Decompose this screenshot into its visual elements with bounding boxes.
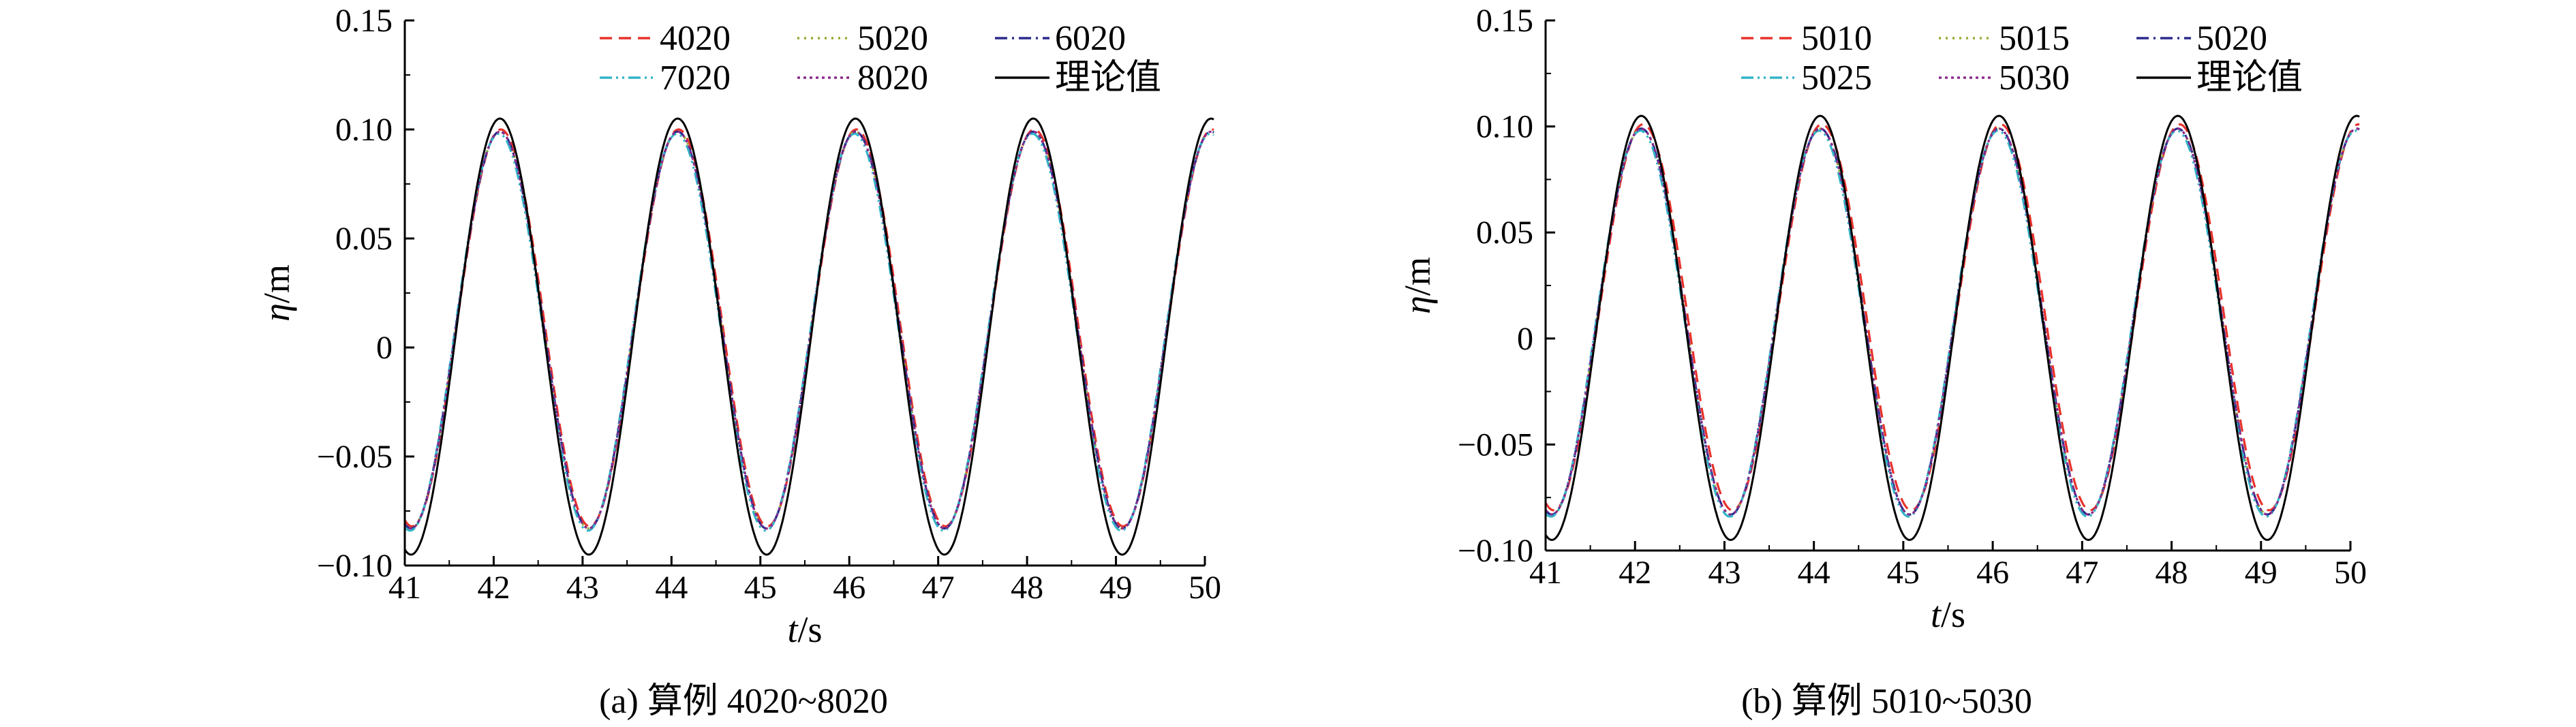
legend-label: 7020 (660, 59, 731, 97)
y-tick-label: 0 (1517, 321, 1533, 357)
x-tick-label: 48 (1011, 570, 1043, 606)
y-tick-label: −0.05 (317, 439, 393, 475)
x-tick-label: 49 (2245, 555, 2278, 591)
x-axis-label-var: t (787, 609, 799, 650)
legend-label: 4020 (660, 19, 731, 58)
x-tick-label: 43 (1708, 555, 1741, 591)
x-axis-label-unit: /s (1941, 594, 1965, 635)
legend-label: 8020 (857, 59, 928, 97)
y-tick-label: 0 (376, 330, 393, 366)
series-line-理论值 (1546, 114, 2360, 541)
x-tick-label: 46 (1976, 555, 2009, 591)
x-tick-label: 42 (1619, 555, 1651, 591)
panel-a: 41 42 43 44 45 46 47 48 49 50 −0.10 −0.05 0 0.05 0.10 0… (256, 3, 1221, 721)
x-tick-label: 48 (2156, 555, 2188, 591)
legend-label: 6020 (1055, 19, 1126, 58)
series-line-7020 (405, 132, 1214, 532)
y-tick-label: 0.10 (335, 112, 393, 148)
y-tick-label: −0.10 (1458, 533, 1533, 569)
x-axis-label: t/s (787, 609, 822, 650)
y-tick-label: 0.15 (1476, 3, 1533, 39)
legend-label: 5020 (857, 19, 928, 58)
y-axis-label: η/m (1397, 257, 1438, 314)
legend-label: 5030 (1999, 59, 2070, 97)
y-tick-label: 0.05 (1476, 215, 1533, 251)
y-axis-label-var: η (1397, 296, 1438, 314)
x-tick-label: 44 (1798, 555, 1830, 591)
y-axis-label-var: η (256, 303, 297, 322)
x-tick-label: 45 (744, 570, 777, 606)
series-line-理论值 (405, 117, 1214, 556)
x-tick-label: 41 (388, 570, 421, 606)
y-tick-label: 0.05 (335, 221, 393, 257)
y-axis-label: η/m (256, 264, 297, 322)
legend-label: 5020 (2196, 19, 2267, 58)
panel-caption: (b) 算例 5010~5030 (1741, 682, 2032, 721)
legend-label: 理论值 (1055, 59, 1161, 97)
x-tick-label: 47 (2066, 555, 2098, 591)
legend-label: 理论值 (2196, 59, 2303, 97)
legend-label: 5015 (1999, 19, 2070, 58)
y-tick-label: 0.15 (335, 3, 393, 39)
series-line-5010 (1546, 123, 2360, 512)
legend-label: 5025 (1801, 59, 1872, 97)
series-line-6020 (405, 130, 1214, 530)
x-tick-label: 50 (2334, 555, 2367, 591)
y-tick-label: −0.10 (317, 548, 393, 584)
x-tick-label: 49 (1100, 570, 1133, 606)
x-tick-label: 43 (566, 570, 599, 606)
x-tick-label: 46 (833, 570, 865, 606)
y-tick-label: 0.10 (1476, 109, 1533, 145)
x-axis-label-unit: /s (797, 609, 822, 650)
x-axis-label-var: t (1931, 594, 1942, 635)
y-axis-label-unit: /m (256, 264, 297, 303)
panel-b: 41 42 43 44 45 46 47 48 49 50 −0.10 −0.05 0 0.05 0.10 0… (1397, 3, 2367, 721)
series-line-4020 (405, 128, 1214, 528)
panel-caption: (a) 算例 4020~8020 (599, 682, 888, 721)
legend-label: 5010 (1801, 19, 1872, 58)
x-tick-label: 44 (655, 570, 688, 606)
series-line-8020 (405, 130, 1214, 530)
x-tick-label: 41 (1529, 555, 1562, 591)
series-line-5020 (405, 130, 1214, 530)
x-tick-label: 47 (922, 570, 955, 606)
x-axis-label: t/s (1931, 594, 1965, 635)
y-axis-label-unit: /m (1397, 257, 1438, 296)
x-tick-label: 50 (1189, 570, 1221, 606)
x-tick-label: 45 (1887, 555, 1920, 591)
x-tick-label: 42 (477, 570, 510, 606)
y-tick-label: −0.05 (1458, 427, 1533, 463)
